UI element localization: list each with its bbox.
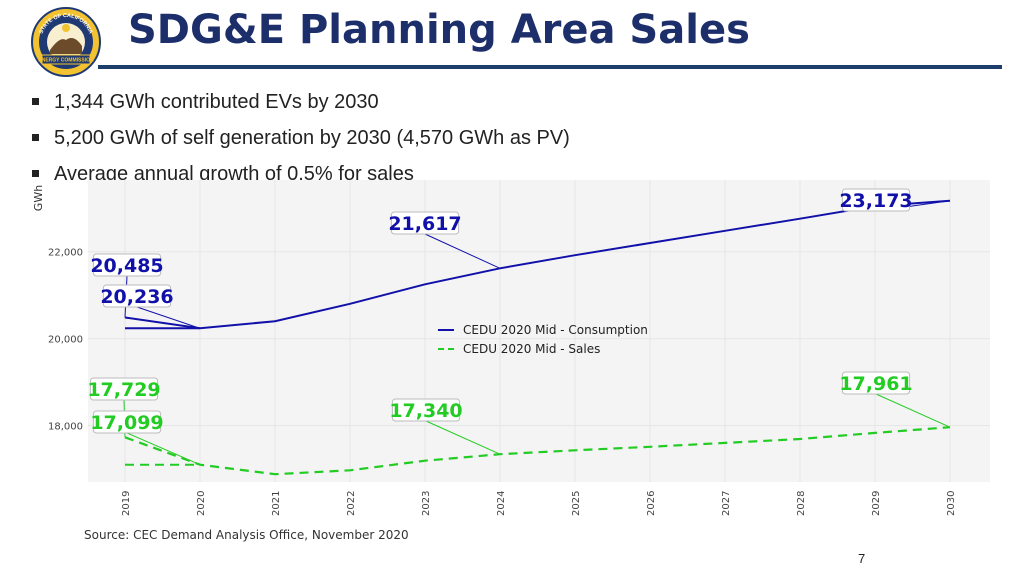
data-label: 17,340: [389, 400, 462, 422]
bullet-square-icon: [32, 98, 39, 105]
callout-box: [841, 188, 911, 212]
callout-leader-line: [424, 233, 501, 269]
x-tick-label: 2027: [721, 491, 732, 516]
x-tick-label: 2024: [496, 491, 507, 516]
consumption-line: [124, 199, 951, 330]
x-tick-label: 2019: [121, 491, 132, 516]
y-tick-label: 20,000: [48, 335, 83, 346]
bullet-text: 1,344 GWh contributed EVs by 2030: [54, 91, 379, 113]
page-title: SDG&E Planning Area Sales: [128, 7, 750, 53]
callout-box: [92, 410, 162, 434]
callout-box: [841, 371, 911, 395]
callout-leader-line: [136, 306, 201, 329]
bullet-text: 5,200 GWh of self generation by 2030 (4,…: [54, 127, 570, 149]
legend-label: CEDU 2020 Mid - Sales: [463, 342, 600, 356]
seal-banner-text: ENERGY COMMISSION: [38, 58, 94, 64]
callout-box: [391, 398, 461, 422]
callout-box: [390, 211, 460, 235]
callout-leader-line: [875, 393, 951, 428]
plot-panel: [88, 180, 990, 482]
page-number: 7: [858, 551, 866, 566]
bullet-item: 1,344 GWh contributed EVs by 2030: [30, 84, 570, 120]
legend-label: CEDU 2020 Mid - Consumption: [463, 323, 648, 337]
bullet-square-icon: [32, 134, 39, 141]
x-tick-label: 2022: [346, 491, 357, 516]
bullet-list: 1,344 GWh contributed EVs by 2030 5,200 …: [30, 84, 570, 192]
x-tick-label: 2029: [871, 491, 882, 516]
source-note: Source: CEC Demand Analysis Office, Nove…: [84, 528, 409, 542]
x-tick-label: 2021: [271, 491, 282, 516]
callout-box: [92, 253, 162, 277]
bullet-text: Average annual growth of 0.5% for sales: [54, 163, 414, 185]
data-label: 23,173: [839, 190, 912, 212]
data-label: 17,729: [87, 379, 160, 401]
callout-box: [89, 377, 159, 401]
sales-line: [124, 426, 951, 476]
y-axis-label: GWh: [32, 185, 45, 211]
y-tick-label: 18,000: [48, 422, 83, 433]
callout-box: [102, 284, 172, 308]
data-label: 21,617: [388, 213, 461, 235]
data-label: 20,236: [100, 286, 173, 308]
data-label: 20,485: [90, 255, 163, 277]
x-tick-label: 2030: [946, 491, 957, 516]
bullet-square-icon: [32, 170, 39, 177]
bullet-item: Average annual growth of 0.5% for sales: [30, 156, 570, 192]
x-tick-label: 2026: [646, 491, 657, 516]
bullet-item: 5,200 GWh of self generation by 2030 (4,…: [30, 120, 570, 156]
california-energy-commission-seal-icon: STATE OF CALIFORNIA ENERGY COMMISSION: [31, 7, 101, 77]
title-divider: [98, 65, 1002, 69]
x-tick-label: 2025: [571, 491, 582, 516]
callout-leader-line: [126, 432, 201, 466]
x-tick-label: 2028: [796, 491, 807, 516]
callout-leader-line: [425, 420, 501, 455]
y-tick-label: 22,000: [48, 248, 83, 259]
x-tick-label: 2023: [421, 491, 432, 516]
data-label: 17,099: [90, 412, 163, 434]
x-tick-label: 2020: [196, 491, 207, 516]
data-label: 17,961: [839, 373, 912, 395]
